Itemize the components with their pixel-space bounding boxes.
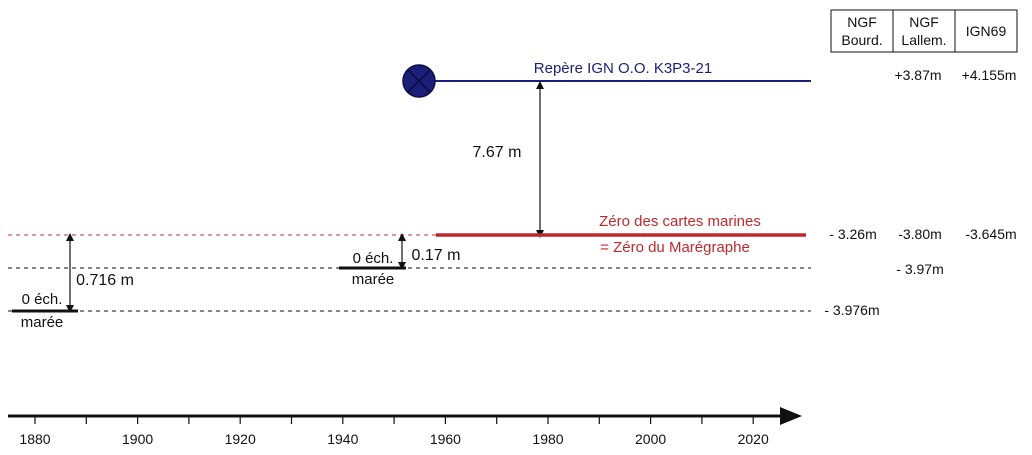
benchmark-group: Repère IGN O.O. K3P3-21 +3.87m +4.155m	[402, 60, 1017, 98]
table-header-ngf-bourd-line2: Bourd.	[841, 32, 882, 48]
benchmark-label: Repère IGN O.O. K3P3-21	[534, 60, 712, 77]
reference-table-header: NGF Bourd. NGF Lallem. IGN69	[830, 9, 1018, 53]
table-cell-ign69	[954, 9, 1018, 53]
benchmark-value-ign69: +4.155m	[962, 67, 1017, 83]
table-header-ngf-lallem-line1: NGF	[909, 14, 939, 30]
zero-charts-value-ngf-bourd: - 3.26m	[829, 226, 876, 242]
table-cell-ngf-bourd	[830, 9, 894, 53]
benchmark-value-ngf-lallem: +3.87m	[894, 67, 941, 83]
timeline-year-label: 1940	[327, 431, 358, 447]
distance-label: 7.67 m	[473, 144, 522, 161]
table-header-ngf-lallem-line2: Lallem.	[901, 32, 946, 48]
timeline-ticks	[34, 416, 754, 424]
tide-gauge-1950-label-line1: 0 éch.	[353, 250, 394, 267]
timeline-year-label: 2000	[635, 431, 666, 447]
table-cell-ngf-lallem	[892, 9, 956, 53]
tide-gauge-1950-offset-label: 0.17 m	[412, 247, 461, 264]
timeline-year-label: 2020	[738, 431, 769, 447]
zero-charts-value-ign69: -3.645m	[965, 226, 1016, 242]
tide-gauge-1880-value: - 3.976m	[824, 302, 879, 318]
timeline-axis: 1880 1900 1920 1940 1960 1980 2000 2020	[8, 407, 802, 447]
crossed-circle-icon	[402, 64, 436, 98]
tide-gauge-1950-value: - 3.97m	[896, 261, 943, 277]
zero-charts-label-line2: = Zéro du Marégraphe	[600, 239, 750, 256]
table-header-ign69: IGN69	[966, 23, 1007, 39]
tide-gauge-1950-group: 0 éch. marée 0.17 m - 3.97m	[8, 233, 944, 288]
timeline-year-label: 1980	[532, 431, 563, 447]
zero-charts-label-line1: Zéro des cartes marines	[599, 213, 761, 230]
timeline-year-label: 1920	[225, 431, 256, 447]
timeline-tick-labels: 1880 1900 1920 1940 1960 1980 2000 2020	[19, 431, 769, 447]
zero-charts-value-ngf-lallem: -3.80m	[898, 226, 942, 242]
zero-charts-group: Zéro des cartes marines = Zéro du Marégr…	[8, 213, 1017, 256]
tide-gauge-1880-offset-label: 0.716 m	[76, 272, 134, 289]
timeline-arrowhead	[780, 407, 802, 425]
tide-gauge-1880-group: 0 éch. marée 0.716 m - 3.976m	[8, 233, 880, 331]
tide-gauge-1950-label-line2: marée	[352, 271, 395, 288]
tide-gauge-1880-label-line2: marée	[21, 314, 64, 331]
table-header-ngf-bourd-line1: NGF	[847, 14, 877, 30]
timeline-year-label: 1900	[122, 431, 153, 447]
tide-gauge-1880-label-line1: 0 éch.	[22, 291, 63, 308]
timeline-year-label: 1960	[430, 431, 461, 447]
timeline-year-label: 1880	[19, 431, 50, 447]
